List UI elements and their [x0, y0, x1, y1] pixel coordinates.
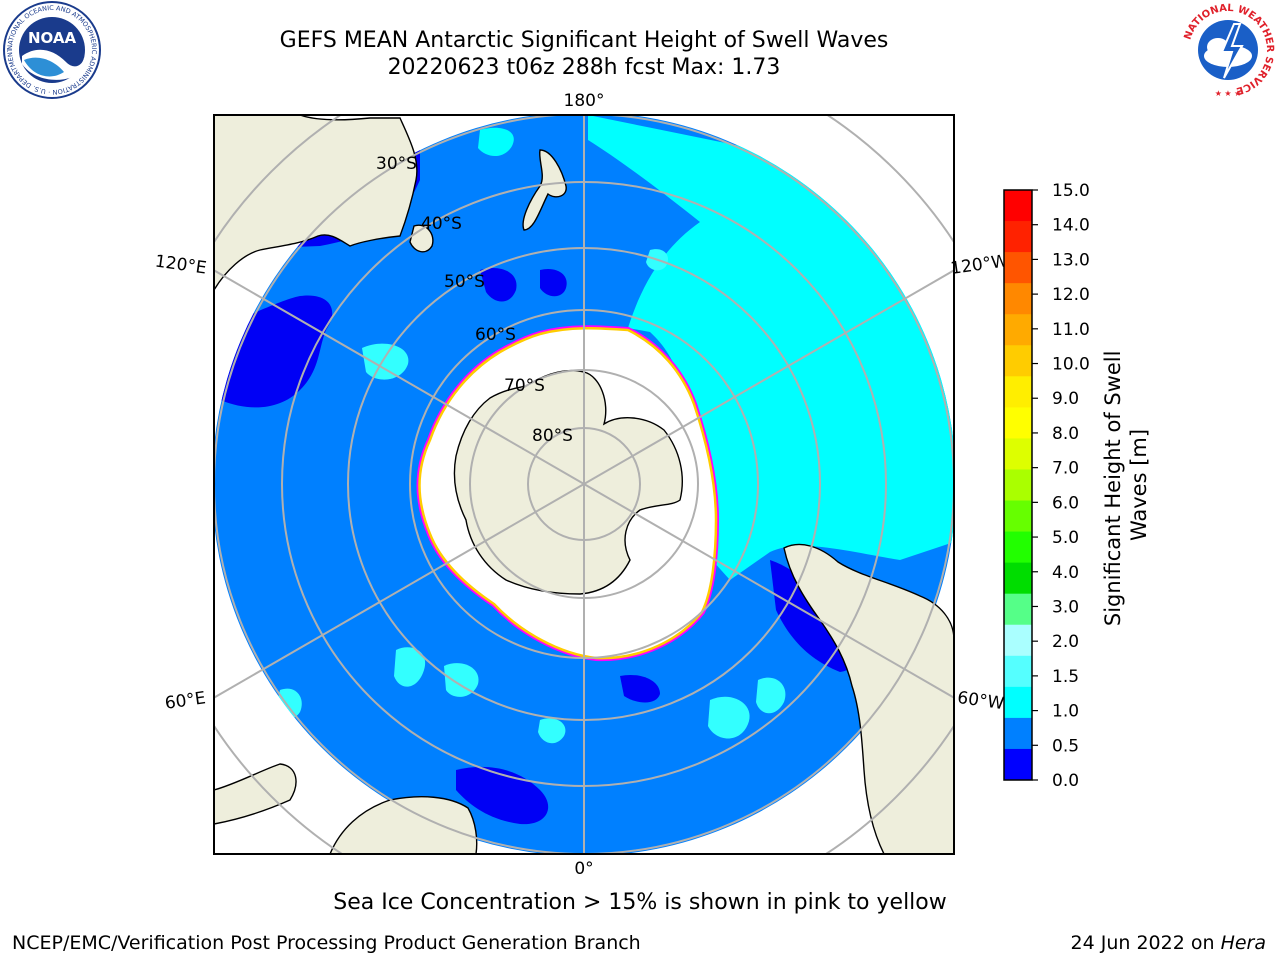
- swell-region-low: [540, 268, 567, 297]
- colorbar-segment: [1004, 190, 1032, 222]
- colorbar-tick-label: 3.0: [1052, 597, 1079, 617]
- colorbar-segment: [1004, 252, 1032, 284]
- colorbar-tick-label: 8.0: [1052, 424, 1079, 444]
- footer-credit: NCEP/EMC/Verification Post Processing Pr…: [12, 932, 641, 954]
- colorbar-segment: [1004, 624, 1032, 657]
- swell-patch-cyan: [394, 647, 426, 687]
- south-america-land: [783, 543, 954, 854]
- colorbar-tick-label: 4.0: [1052, 563, 1079, 583]
- longitude-grid: [214, 115, 954, 854]
- lat-label-30s: 30°S: [376, 154, 417, 174]
- colorbar-tick-label: 1.0: [1052, 702, 1079, 722]
- noaa-logo: NATIONAL OCEANIC AND ATMOSPHERIC ADMINIS…: [0, 0, 101, 99]
- lon-label-60w: 60°W: [956, 688, 1005, 714]
- colorbar-segment: [1004, 438, 1032, 470]
- map-frame: [213, 114, 955, 855]
- colorbar-segment: [1004, 717, 1032, 750]
- antarctica-land: [453, 369, 683, 595]
- colorbar-tick-label: 14.0: [1052, 216, 1090, 236]
- colorbar-tick-label: 12.0: [1052, 285, 1090, 305]
- colorbar-tick-label: 2.0: [1052, 632, 1079, 652]
- lon-label-120e: 120°E: [154, 252, 208, 279]
- colorbar-tick-label: 0.0: [1052, 771, 1079, 791]
- africa-land: [329, 796, 478, 854]
- madagascar-land: [214, 763, 297, 825]
- chart-title: GEFS MEAN Antarctic Significant Height o…: [279, 28, 889, 53]
- colorbar-tick-label: 7.0: [1052, 459, 1079, 479]
- swell-region-low: [480, 268, 517, 302]
- colorbar-segment: [1004, 655, 1032, 688]
- footer-date-text: 24 Jun 2022 on: [1070, 932, 1221, 954]
- lon-label-60e: 60°E: [164, 688, 207, 713]
- colorbar-segment: [1004, 314, 1032, 346]
- swell-region-low: [620, 674, 660, 703]
- lat-label-50s: 50°S: [444, 272, 485, 292]
- colorbar-segment: [1004, 593, 1032, 626]
- colorbar-tick-label: 0.5: [1052, 736, 1079, 756]
- colorbar: 15.0 14.0 13.0 12.0 11.0 10.0 9.0 8.0 7.0 6.0 5.0 4…: [1003, 181, 1090, 791]
- colorbar-tick-label: 6.0: [1052, 493, 1079, 513]
- colorbar-frame: [1003, 189, 1033, 781]
- colorbar-tick-label: 11.0: [1052, 320, 1090, 340]
- lat-label-60s: 60°S: [475, 325, 516, 345]
- lat-label-80s: 80°S: [532, 426, 573, 446]
- colorbar-segment: [1004, 686, 1032, 719]
- colorbar-segment: [1004, 469, 1032, 502]
- swell-patch-cyan: [756, 677, 786, 714]
- lon-label-180: 180°: [564, 91, 605, 111]
- colorbar-segment: [1004, 562, 1032, 595]
- colorbar-segment: [1004, 500, 1032, 533]
- colorbar-tick-label: 1.5: [1052, 667, 1079, 687]
- colorbar-segment: [1004, 531, 1032, 564]
- swell-patch-cyan: [708, 696, 750, 739]
- australia-land: [214, 115, 418, 292]
- colorbar-tick-label: 10.0: [1052, 355, 1090, 375]
- swell-patch-cyan: [444, 663, 479, 697]
- swell-patch-cyan: [538, 718, 566, 744]
- lat-label-40s: 40°S: [421, 214, 462, 234]
- colorbar-segment: [1004, 345, 1032, 377]
- lat-label-70s: 70°S: [504, 376, 545, 396]
- lon-label-120w: 120°W: [949, 251, 1009, 279]
- swell-patch-cyan: [478, 127, 514, 156]
- sea-ice-note: Sea Ice Concentration > 15% is shown in …: [333, 890, 947, 915]
- colorbar-tick-label: 13.0: [1052, 250, 1090, 270]
- svg-text:★ ★ ★: ★ ★ ★: [1215, 89, 1242, 98]
- colorbar-segment: [1004, 221, 1032, 253]
- colorbar-label: Significant Height of Swell Waves [m]: [1101, 344, 1151, 626]
- colorbar-tick-label: 15.0: [1052, 181, 1090, 201]
- colorbar-segment: [1004, 376, 1032, 408]
- footer-machine: Hera: [1220, 932, 1266, 954]
- swell-patch-cyan: [362, 343, 409, 380]
- colorbar-tick-label: 9.0: [1052, 389, 1079, 409]
- colorbar-segment: [1004, 748, 1032, 781]
- footer-date: 24 Jun 2022 on Hera: [1071, 932, 1266, 954]
- colorbar-segment: [1004, 283, 1032, 315]
- noaa-logo-text: NOAA: [28, 29, 77, 47]
- lon-label-0: 0°: [574, 859, 593, 879]
- colorbar-segment: [1004, 407, 1032, 439]
- swell-region-low: [456, 766, 549, 825]
- nws-logo: NATIONAL WEATHER SERVICE ★ ★ ★: [1180, 2, 1276, 98]
- chart-subtitle: 20220623 t06z 288h fcst Max: 1.73: [387, 55, 781, 80]
- colorbar-tick-label: 5.0: [1052, 528, 1079, 548]
